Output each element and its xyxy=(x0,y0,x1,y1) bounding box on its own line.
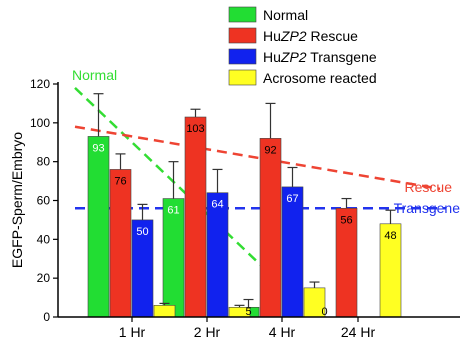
legend-label-part: Hu xyxy=(263,28,281,44)
data-label: 76 xyxy=(114,175,126,187)
data-label: 50 xyxy=(136,226,148,238)
bar xyxy=(87,136,110,318)
y-tick-label: 120 xyxy=(30,77,50,91)
bar xyxy=(259,138,282,318)
y-tick-label: 60 xyxy=(37,194,51,208)
x-tick-label: 24 Hr xyxy=(341,324,376,340)
x-tick-label: 2 Hr xyxy=(194,324,221,340)
legend-label: HuZP2 Rescue xyxy=(263,28,358,44)
legend-label: Normal xyxy=(263,7,308,23)
bar xyxy=(153,305,176,318)
trend-line-labels: Normal Rescue Transgene xyxy=(72,67,460,216)
bar xyxy=(281,186,304,318)
data-label: 0 xyxy=(321,306,327,318)
data-label: 5 xyxy=(245,306,251,318)
x-tick-label: 1 Hr xyxy=(119,324,146,340)
y-tick-label: 0 xyxy=(43,310,50,324)
data-label: 103 xyxy=(186,123,204,135)
bar xyxy=(109,169,132,318)
data-label: 93 xyxy=(92,142,104,154)
y-tick-label: 100 xyxy=(30,116,50,130)
data-label: 64 xyxy=(211,199,223,211)
legend-label: HuZP2 Transgene xyxy=(263,49,377,65)
data-label: 61 xyxy=(167,205,179,217)
y-axis: 0 20 40 60 80 100 120 xyxy=(30,77,59,324)
legend-swatch xyxy=(228,48,257,65)
legend-label-gene: ZP2 xyxy=(280,49,307,65)
y-tick-label: 20 xyxy=(37,271,51,285)
y-tick-label: 80 xyxy=(37,155,51,169)
data-label: 67 xyxy=(286,193,298,205)
bars xyxy=(87,116,402,318)
bar xyxy=(206,192,229,318)
trend-line-label: Transgene xyxy=(394,200,461,216)
legend-label-gene: ZP2 xyxy=(280,28,307,44)
x-axis: 1 Hr 2 Hr 4 Hr 24 Hr xyxy=(58,316,460,340)
trend-line-label: Normal xyxy=(72,67,117,83)
legend-label-part: Transgene xyxy=(307,49,377,65)
legend-swatch xyxy=(228,6,257,23)
data-label: 48 xyxy=(384,230,396,242)
error-bars xyxy=(93,93,396,308)
legend-swatch xyxy=(228,69,257,86)
legend-swatch xyxy=(228,27,257,44)
bar xyxy=(184,116,207,318)
x-tick-label: 4 Hr xyxy=(269,324,296,340)
y-tick-label: 40 xyxy=(37,232,51,246)
legend-label: Acrosome reacted xyxy=(263,70,377,86)
y-axis-label: EGFP-Sperm/Embryo xyxy=(9,132,25,268)
legend-label-part: Hu xyxy=(263,49,281,65)
trend-line xyxy=(74,125,441,191)
trend-line-label: Rescue xyxy=(405,179,453,195)
legend-label-part: Rescue xyxy=(307,28,359,44)
data-label: 92 xyxy=(264,144,276,156)
data-label: 56 xyxy=(340,214,352,226)
